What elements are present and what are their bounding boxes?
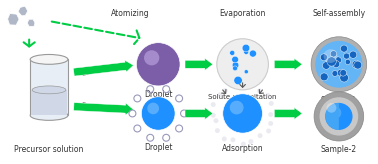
Polygon shape: [185, 108, 213, 119]
Text: Adsorption: Adsorption: [222, 144, 263, 153]
Circle shape: [269, 101, 274, 106]
Circle shape: [333, 61, 340, 68]
Circle shape: [315, 41, 363, 88]
Circle shape: [217, 39, 268, 90]
Circle shape: [244, 50, 249, 54]
Text: Precursor solution: Precursor solution: [14, 145, 84, 154]
Circle shape: [314, 92, 364, 141]
Polygon shape: [18, 6, 28, 16]
Circle shape: [249, 83, 254, 88]
Circle shape: [268, 112, 273, 117]
Circle shape: [257, 88, 262, 93]
Circle shape: [248, 139, 253, 144]
Circle shape: [218, 92, 223, 97]
Circle shape: [241, 142, 246, 147]
Bar: [31, 90, 67, 115]
Polygon shape: [274, 58, 302, 70]
Circle shape: [234, 76, 242, 85]
Circle shape: [266, 128, 271, 133]
Circle shape: [327, 57, 336, 66]
Circle shape: [136, 43, 180, 86]
Circle shape: [265, 93, 270, 98]
Circle shape: [244, 70, 248, 74]
Text: Self-assembly: Self-assembly: [312, 9, 366, 18]
Circle shape: [345, 59, 350, 65]
Circle shape: [344, 53, 350, 59]
Polygon shape: [274, 108, 302, 119]
Circle shape: [215, 128, 220, 133]
Text: Sample-1: Sample-1: [321, 96, 357, 105]
Circle shape: [320, 73, 328, 81]
Circle shape: [311, 37, 367, 92]
Circle shape: [223, 88, 228, 93]
Polygon shape: [74, 103, 133, 115]
Ellipse shape: [30, 111, 68, 120]
Text: Sample-2: Sample-2: [321, 145, 357, 154]
Text: Evaporation: Evaporation: [219, 9, 266, 18]
Circle shape: [321, 54, 327, 61]
Circle shape: [211, 102, 216, 107]
Circle shape: [147, 103, 159, 114]
Circle shape: [233, 66, 237, 71]
Circle shape: [340, 70, 347, 76]
Polygon shape: [27, 19, 35, 26]
Circle shape: [268, 121, 273, 126]
Circle shape: [144, 50, 159, 65]
Circle shape: [258, 133, 263, 138]
Circle shape: [242, 44, 250, 52]
Text: Atomizing: Atomizing: [111, 9, 150, 18]
Circle shape: [231, 137, 235, 142]
Circle shape: [325, 103, 353, 130]
Text: Droplet: Droplet: [144, 90, 172, 99]
Circle shape: [337, 69, 344, 76]
Circle shape: [211, 113, 216, 118]
Circle shape: [322, 62, 330, 69]
Circle shape: [332, 71, 338, 76]
Circle shape: [354, 61, 362, 69]
Circle shape: [223, 94, 262, 133]
Circle shape: [329, 107, 341, 119]
Polygon shape: [185, 58, 213, 70]
Text: Co-solution: Co-solution: [81, 63, 121, 77]
Circle shape: [232, 83, 237, 88]
Polygon shape: [8, 14, 19, 25]
Ellipse shape: [30, 54, 68, 64]
Circle shape: [249, 50, 256, 57]
Circle shape: [335, 57, 341, 63]
Text: Solute precipitation: Solute precipitation: [208, 94, 277, 100]
Circle shape: [230, 50, 235, 55]
Circle shape: [232, 62, 239, 68]
Circle shape: [222, 136, 227, 141]
Circle shape: [324, 49, 338, 63]
Polygon shape: [73, 60, 133, 76]
Circle shape: [340, 73, 349, 82]
Text: Droplet: Droplet: [144, 143, 172, 152]
Ellipse shape: [32, 86, 66, 94]
Circle shape: [350, 51, 357, 58]
Circle shape: [352, 60, 360, 68]
Text: Suspension: Suspension: [81, 102, 121, 113]
Circle shape: [327, 103, 336, 113]
Wedge shape: [325, 103, 339, 130]
Circle shape: [232, 56, 239, 63]
Circle shape: [330, 51, 337, 57]
Circle shape: [341, 45, 347, 52]
Circle shape: [230, 101, 243, 114]
Circle shape: [319, 97, 358, 136]
Bar: [30, 59, 68, 115]
Circle shape: [239, 82, 244, 86]
Circle shape: [141, 97, 175, 130]
Circle shape: [214, 118, 218, 123]
